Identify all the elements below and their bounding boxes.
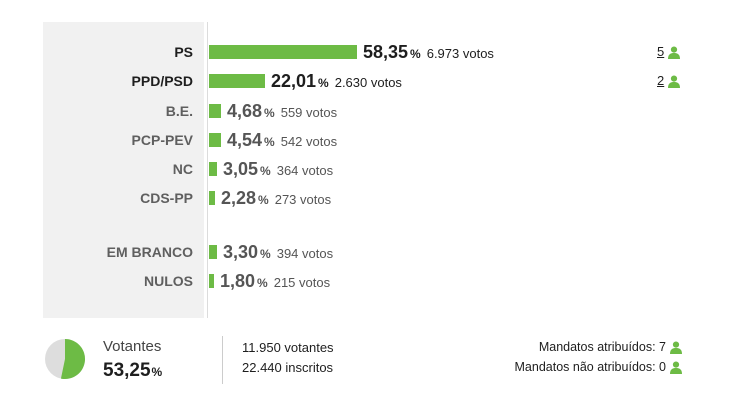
- result-bar: [209, 245, 217, 259]
- party-row: PCP-PEV 4,54% 542 votos: [0, 130, 730, 150]
- results-panel: PS 58,35% 6.973 votos 5 PPD/PSD 22,01% 2.630 v…: [0, 22, 730, 318]
- result-bar: [209, 74, 265, 88]
- party-result: 4,54% 542 votos: [227, 130, 337, 152]
- party-name: NC: [172, 161, 193, 177]
- party-name: NULOS: [144, 273, 193, 289]
- vote-count: 559 votos: [280, 105, 338, 120]
- mandates-link[interactable]: 2: [657, 71, 681, 91]
- party-name: PCP-PEV: [131, 132, 193, 148]
- person-icon: [670, 361, 682, 375]
- percent-value: 22,01: [271, 71, 317, 91]
- mandates-assigned: Mandatos atribuídos: 7: [538, 340, 682, 355]
- party-name: CDS-PP: [140, 190, 193, 206]
- party-name-column: [43, 22, 204, 318]
- vote-count: 394 votos: [276, 246, 334, 261]
- percent-value: 58,35: [363, 42, 409, 62]
- vote-count: 542 votos: [280, 134, 338, 149]
- mandates-link[interactable]: 5: [657, 42, 681, 62]
- percent-sign: %: [260, 164, 271, 178]
- party-result: 4,68% 559 votos: [227, 101, 337, 123]
- party-name: PPD/PSD: [131, 73, 193, 89]
- party-result: 3,30% 394 votos: [223, 242, 333, 264]
- vote-count: 273 votos: [274, 192, 332, 207]
- turnout-pie-chart: [45, 339, 86, 379]
- vote-count: 364 votos: [276, 163, 334, 178]
- result-bar: [209, 274, 214, 288]
- mandates-assigned-text: Mandatos atribuídos: 7: [538, 340, 666, 354]
- turnout-percent-sign: %: [151, 365, 163, 379]
- percent-sign: %: [318, 76, 329, 90]
- person-icon: [668, 75, 681, 89]
- vote-count: 6.973 votos: [426, 46, 494, 61]
- votantes-label: Votantes: [103, 338, 162, 355]
- turnout-summary: Votantes 53,25% 11.950 votantes 22.440 i…: [0, 330, 730, 410]
- voters-count: 11.950 votantes: [242, 340, 334, 355]
- percent-sign: %: [258, 193, 269, 207]
- result-bar: [209, 133, 221, 147]
- party-row: PPD/PSD 22,01% 2.630 votos 2: [0, 71, 730, 91]
- percent-sign: %: [260, 247, 271, 261]
- party-name: EM BRANCO: [106, 244, 193, 260]
- party-result: 22,01% 2.630 votos: [271, 71, 402, 93]
- party-result: 58,35% 6.973 votos: [363, 42, 494, 64]
- mandates-count[interactable]: 2: [657, 73, 665, 88]
- percent-value: 4,54: [227, 130, 263, 150]
- party-row: NC 3,05% 364 votos: [0, 159, 730, 179]
- percent-value: 2,28: [221, 188, 257, 208]
- pie-turnout-slice: [60, 339, 86, 379]
- vote-count: 2.630 votos: [334, 75, 402, 90]
- percent-sign: %: [257, 276, 268, 290]
- person-icon: [670, 341, 682, 355]
- summary-divider: [222, 336, 223, 384]
- percent-value: 3,30: [223, 242, 259, 262]
- percent-value: 4,68: [227, 101, 263, 121]
- party-row: PS 58,35% 6.973 votos 5: [0, 42, 730, 62]
- party-name: B.E.: [165, 103, 193, 119]
- results-divider: [207, 22, 208, 318]
- result-bar: [209, 104, 221, 118]
- registered-count: 22.440 inscritos: [242, 360, 334, 375]
- percent-value: 1,80: [220, 271, 256, 291]
- vote-count: 215 votos: [273, 275, 331, 290]
- result-bar: [209, 162, 217, 176]
- mandates-unassigned-text: Mandatos não atribuídos: 0: [514, 360, 667, 374]
- party-row: EM BRANCO 3,30% 394 votos: [0, 242, 730, 262]
- percent-value: 3,05: [223, 159, 259, 179]
- mandates-count[interactable]: 5: [657, 44, 665, 59]
- party-result: 3,05% 364 votos: [223, 159, 333, 181]
- party-row: CDS-PP 2,28% 273 votos: [0, 188, 730, 208]
- percent-sign: %: [264, 135, 275, 149]
- party-row: B.E. 4,68% 559 votos: [0, 101, 730, 121]
- turnout-percent-value: 53,25: [103, 360, 151, 381]
- result-bar: [209, 45, 357, 59]
- turnout-percent: 53,25%: [103, 360, 162, 382]
- party-row: NULOS 1,80% 215 votos: [0, 271, 730, 291]
- party-result: 1,80% 215 votos: [220, 271, 330, 293]
- party-name: PS: [174, 44, 193, 60]
- person-icon: [668, 46, 681, 60]
- percent-sign: %: [410, 47, 421, 61]
- party-result: 2,28% 273 votos: [221, 188, 331, 210]
- percent-sign: %: [264, 106, 275, 120]
- mandates-unassigned: Mandatos não atribuídos: 0: [514, 360, 682, 375]
- result-bar: [209, 191, 215, 205]
